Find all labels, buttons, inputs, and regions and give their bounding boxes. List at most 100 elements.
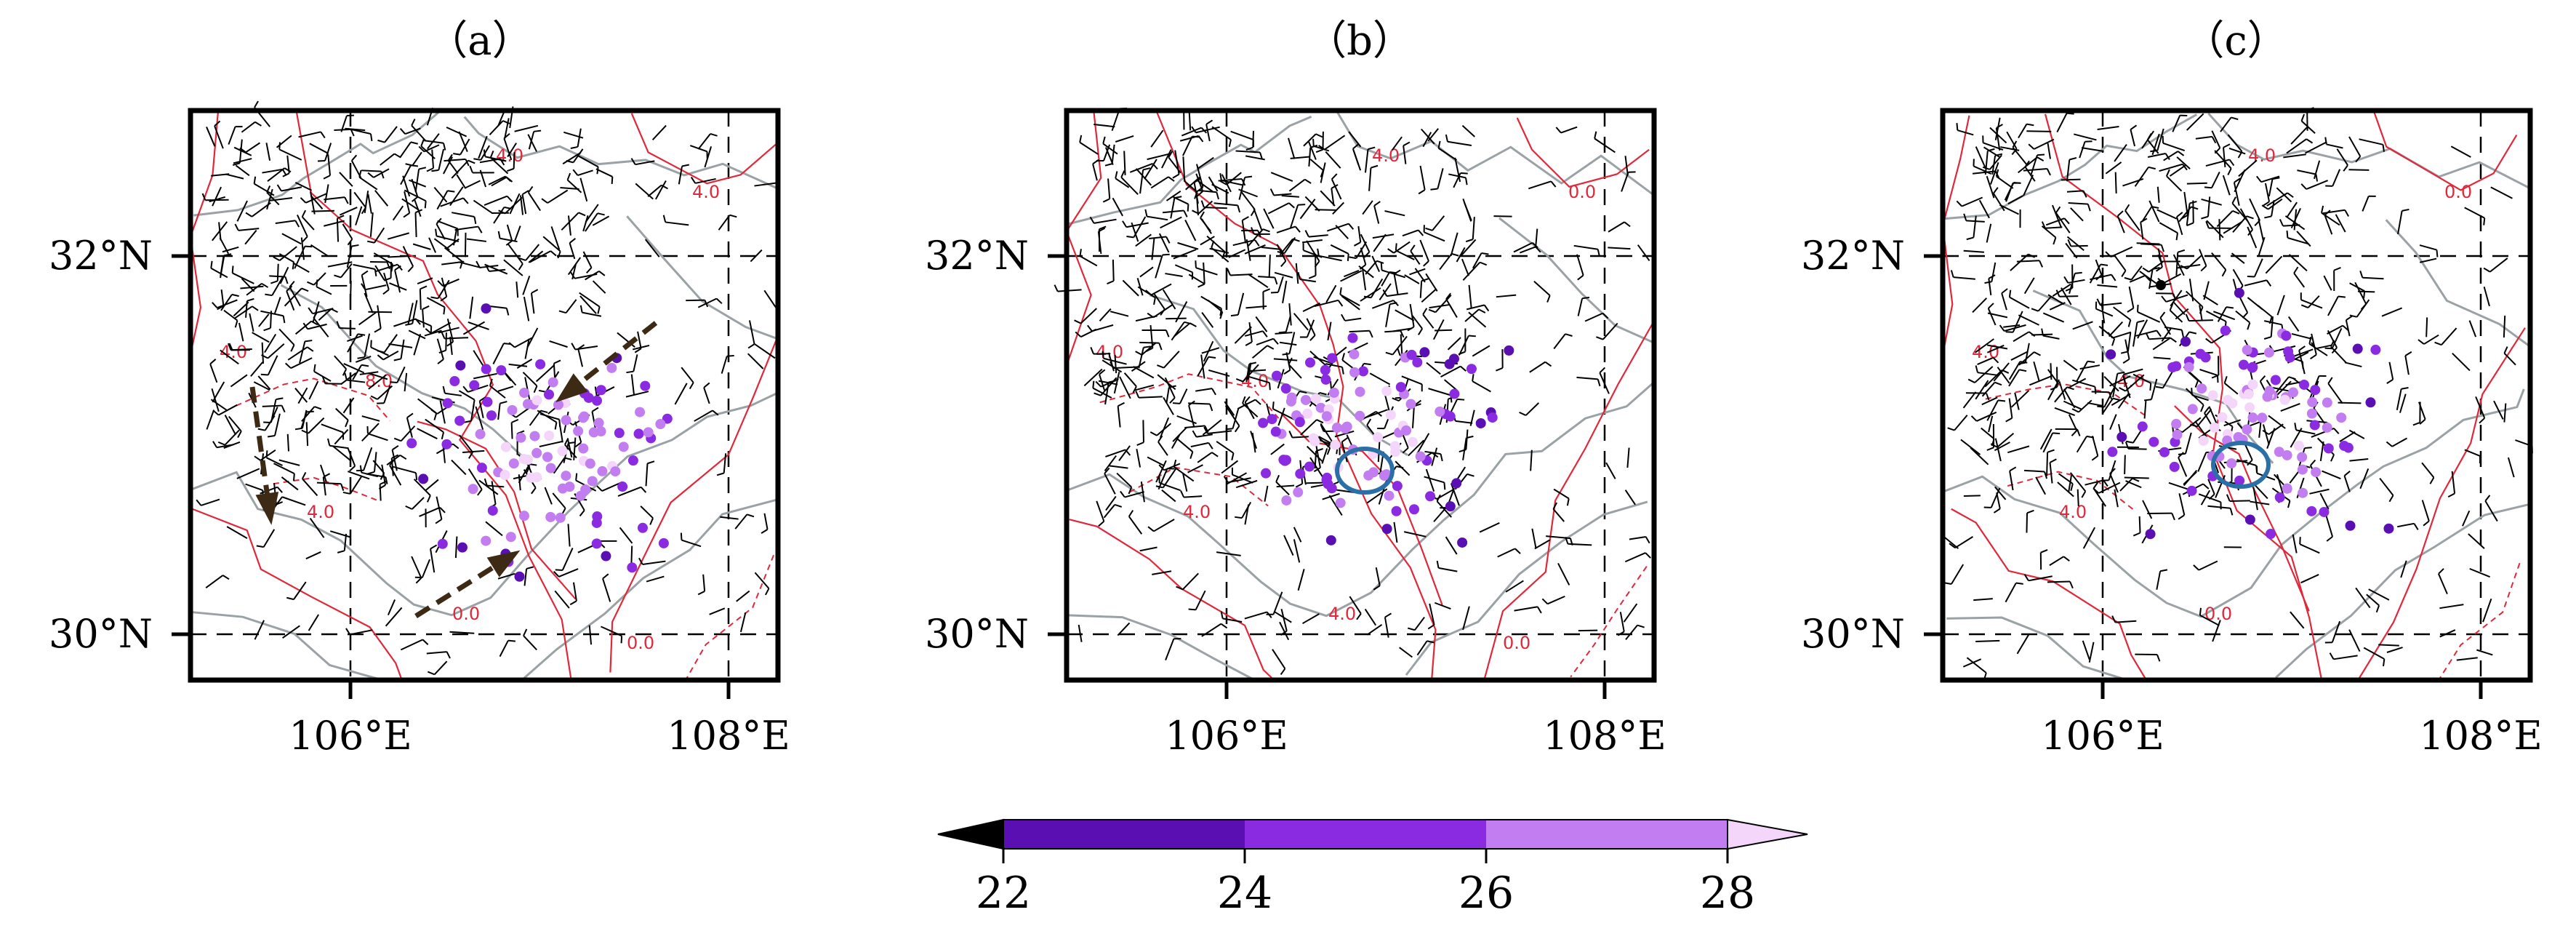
wind-barb xyxy=(633,354,638,372)
wind-barb xyxy=(400,339,405,359)
wind-barb-flag xyxy=(265,293,273,297)
panel-title: （b） xyxy=(1306,17,1413,65)
wind-barb xyxy=(462,449,485,454)
wind-barb xyxy=(497,385,514,392)
wind-barb-flag xyxy=(689,382,694,390)
wind-barb xyxy=(1248,375,1270,384)
wind-barb-flag xyxy=(1460,365,1466,372)
wind-barb xyxy=(550,226,561,250)
wind-barb-flag xyxy=(228,343,233,351)
wind-barb-flag xyxy=(1317,248,1320,256)
wind-barb-flag xyxy=(462,385,469,393)
wind-barb xyxy=(1349,329,1370,333)
wind-barb-flag xyxy=(2315,174,2319,182)
wind-barb-flag xyxy=(564,457,572,460)
wind-barb xyxy=(2024,469,2045,473)
wind-barb xyxy=(1139,396,1163,399)
wind-barb xyxy=(382,351,399,361)
wind-barb-flag xyxy=(526,566,534,570)
wind-barb-flag xyxy=(586,267,593,274)
wind-barb-flag xyxy=(1996,124,2003,129)
wind-barb xyxy=(2258,218,2265,242)
station-dot xyxy=(1302,408,1313,419)
wind-barb xyxy=(387,599,396,616)
wind-barb xyxy=(1245,305,1267,309)
wind-barb xyxy=(1963,249,1984,253)
wind-barb xyxy=(1466,304,1485,311)
map-frame xyxy=(1064,108,1657,683)
wind-barb xyxy=(1165,273,1183,277)
wind-barb xyxy=(1173,322,1191,337)
wind-barb xyxy=(421,559,430,578)
wind-barb xyxy=(2103,386,2116,408)
wind-barb xyxy=(2047,294,2065,305)
wind-barb-flag xyxy=(1986,393,1990,401)
station-dot xyxy=(1401,425,1412,436)
wind-barb-flag xyxy=(1389,271,1397,274)
wind-barb xyxy=(342,397,355,414)
wind-barb-flag xyxy=(1436,560,1440,569)
wind-barb xyxy=(267,355,278,375)
wind-barb xyxy=(2232,215,2247,233)
contour-line xyxy=(1941,115,1970,356)
wind-barb-flag xyxy=(531,487,537,495)
wind-barb-flag xyxy=(523,628,528,636)
wind-barb xyxy=(238,139,243,164)
wind-barb xyxy=(2116,215,2125,233)
wind-barb xyxy=(1393,522,1398,543)
station-dot xyxy=(1295,468,1306,479)
wind-barb-flag xyxy=(1200,200,1205,208)
wind-barb xyxy=(2296,231,2311,247)
panel-b: （b） 4.04.00.04.04.04.00.0 32°N 30°N 106°… xyxy=(925,17,1666,759)
wind-barb-flag xyxy=(1187,204,1189,212)
wind-barb xyxy=(1078,624,1083,642)
wind-barb xyxy=(2262,424,2270,445)
station-dot xyxy=(508,458,519,469)
wind-barb-flag xyxy=(569,238,577,244)
wind-barb xyxy=(345,127,366,132)
wind-barb xyxy=(678,166,683,185)
lat-tick-label-30n: 30°N xyxy=(1801,611,1905,657)
wind-barb xyxy=(1241,502,1252,519)
wind-barb xyxy=(443,156,453,175)
wind-barb-flag xyxy=(301,471,307,479)
wind-barb xyxy=(402,246,414,267)
wind-barb xyxy=(1534,539,1551,550)
wind-barb-flag xyxy=(1227,268,1232,276)
wind-barb xyxy=(385,607,403,627)
wind-barb xyxy=(364,191,369,214)
wind-barb xyxy=(1304,196,1320,212)
wind-barb-flag xyxy=(1341,367,1344,375)
contour-line xyxy=(189,111,220,355)
wind-barb-flag xyxy=(426,167,434,172)
wind-barb-flag xyxy=(640,487,647,493)
wind-barb-flag xyxy=(1316,419,1324,424)
wind-barb-flag xyxy=(1371,164,1379,169)
wind-barb xyxy=(313,370,332,382)
wind-barb-flag xyxy=(591,407,599,412)
wind-barb-flag xyxy=(2412,421,2420,426)
wind-barb xyxy=(224,429,240,446)
wind-barb xyxy=(1232,474,1253,484)
wind-barb xyxy=(585,204,599,223)
wind-barb xyxy=(1133,384,1155,391)
wind-barb xyxy=(645,463,649,487)
wind-barb xyxy=(2159,317,2171,335)
wind-barb xyxy=(1372,233,1395,239)
wind-barb-flag xyxy=(2194,380,2199,388)
wind-barb xyxy=(1244,504,1250,525)
wind-barb-flag xyxy=(1472,374,1474,382)
admin-boundary-line xyxy=(1335,110,1655,196)
admin-boundary-line xyxy=(1066,116,1312,225)
wind-barb xyxy=(1437,147,1458,161)
wind-barb xyxy=(238,322,244,342)
wind-barb-flag xyxy=(533,385,538,393)
wind-barb xyxy=(1277,407,1285,426)
wind-barb xyxy=(222,246,239,253)
wind-barb-flag xyxy=(2155,266,2163,272)
wind-barb-flag xyxy=(541,198,548,204)
wind-barb xyxy=(2143,401,2147,419)
wind-barb-flag xyxy=(2156,329,2162,337)
wind-barb xyxy=(1288,364,1302,379)
station-dot xyxy=(2207,390,2218,401)
